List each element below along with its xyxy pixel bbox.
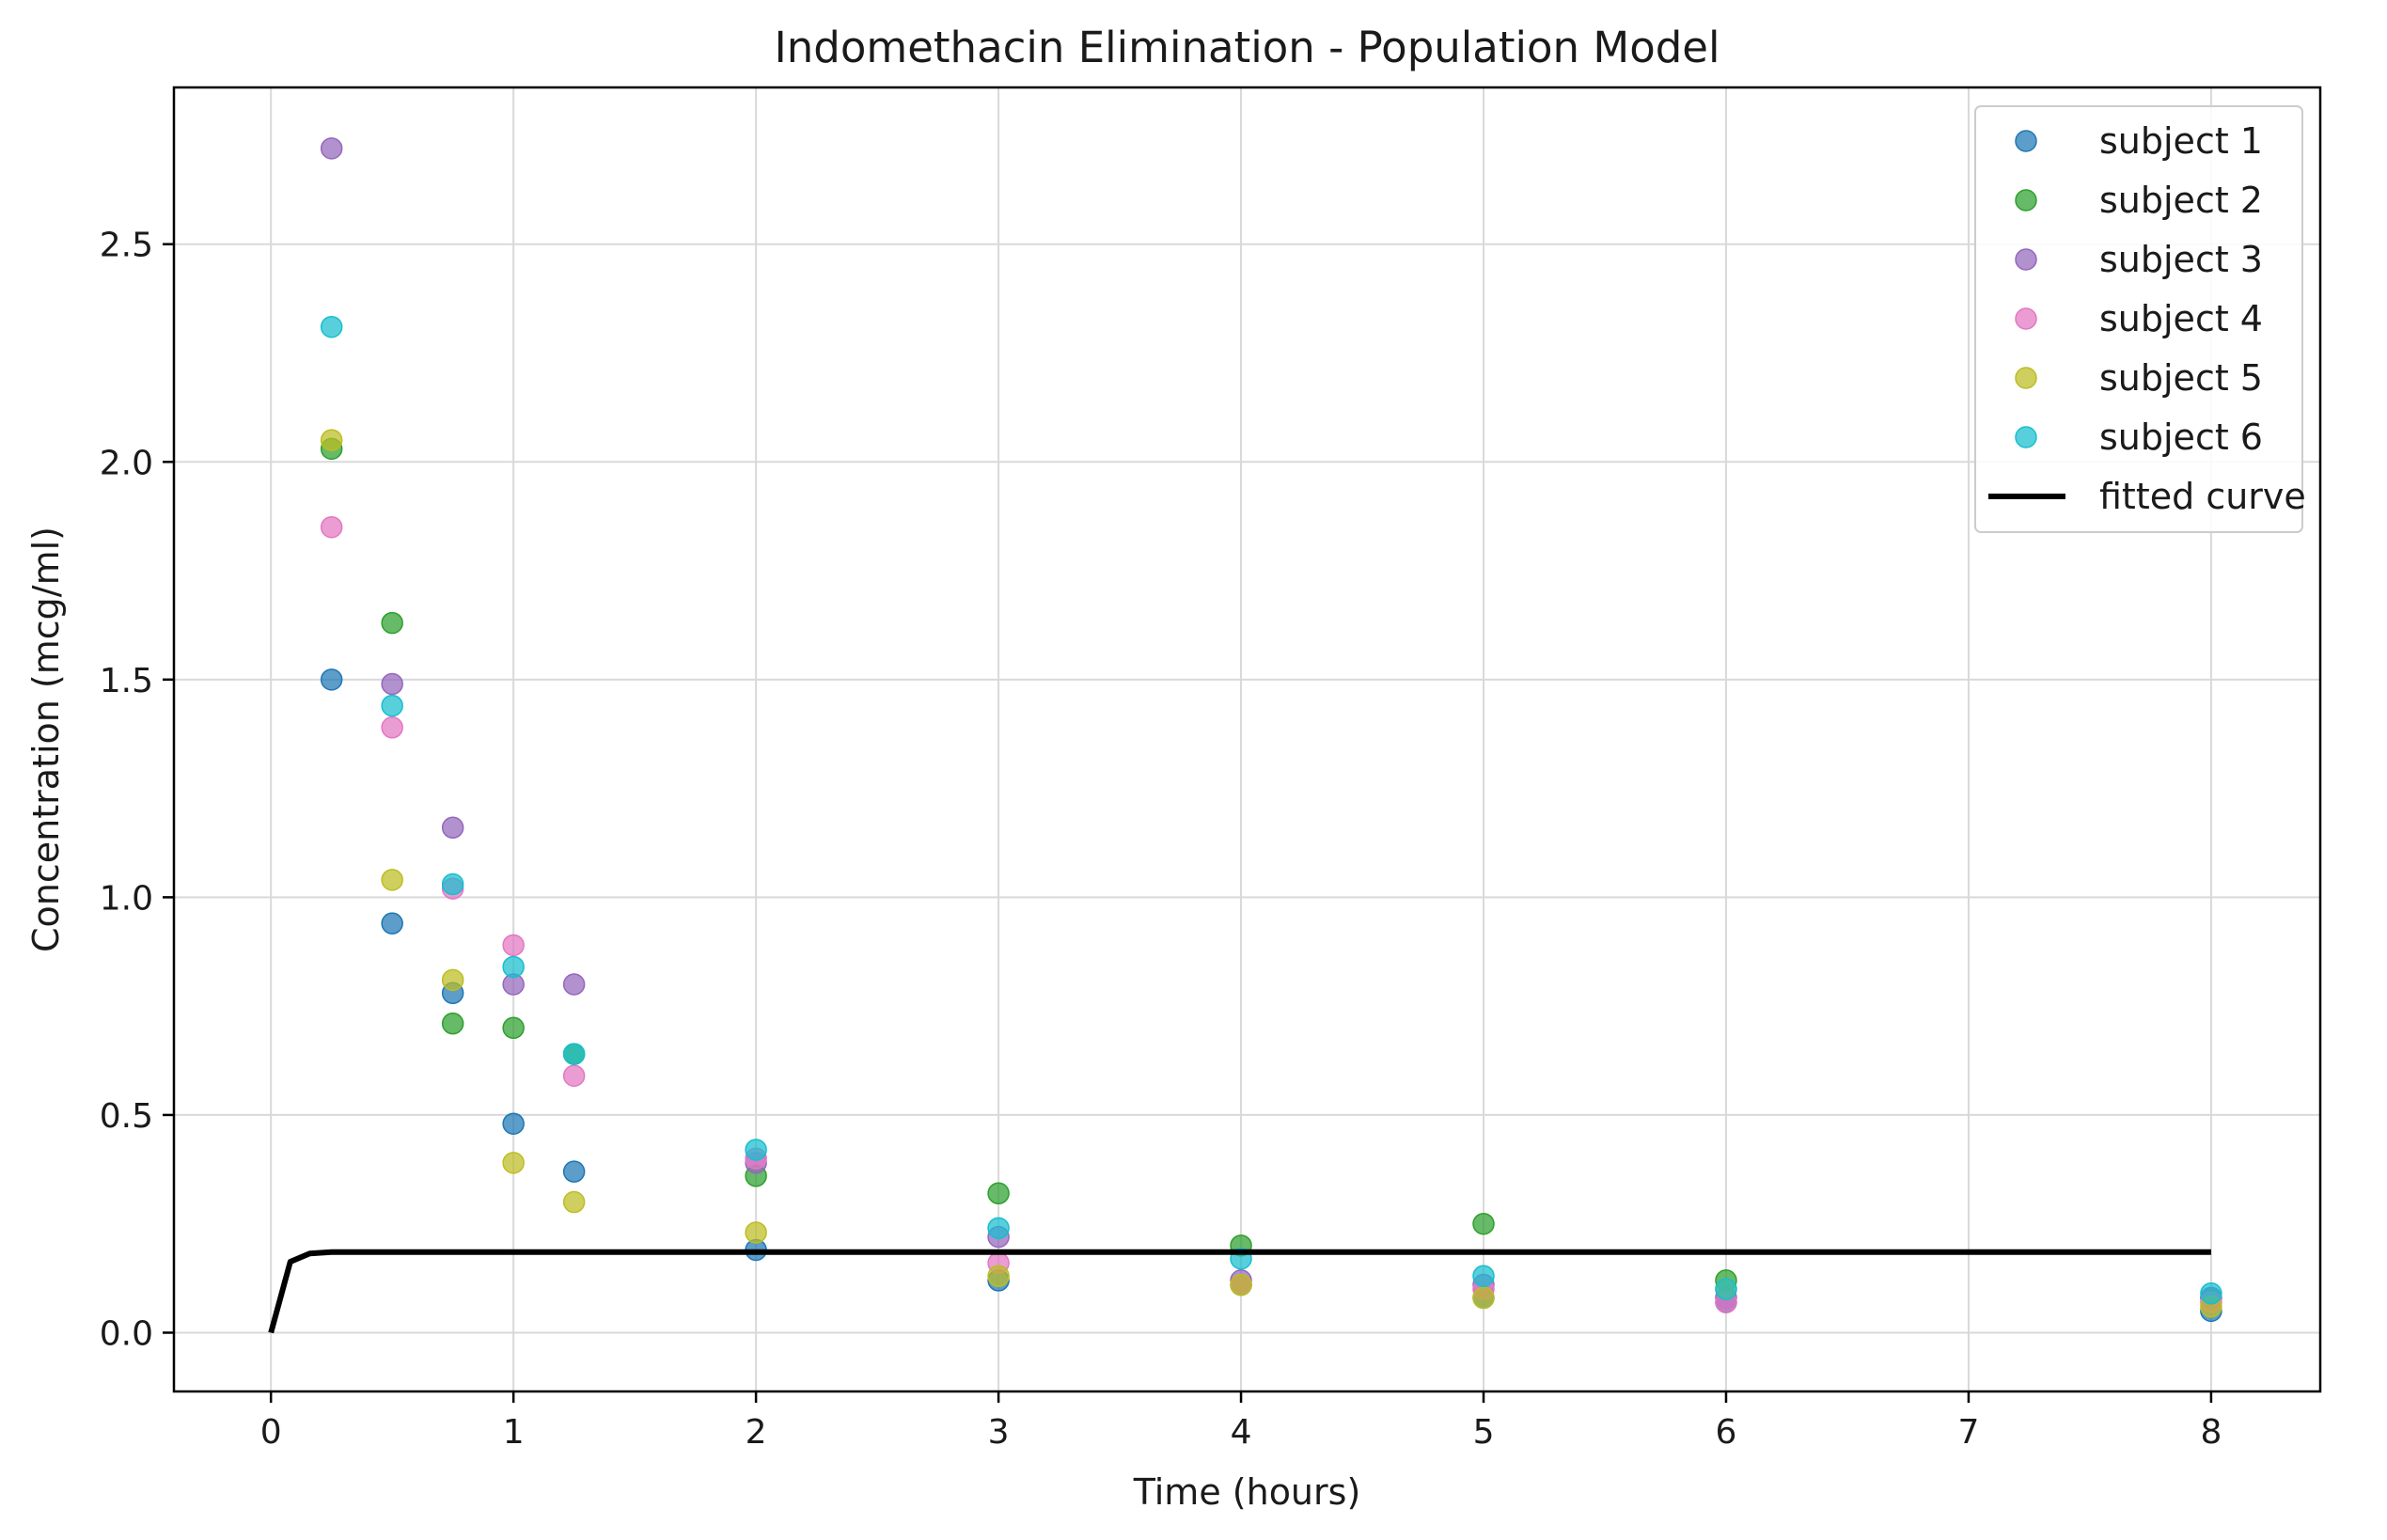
legend-box: [1974, 105, 2303, 533]
data-point-subject-5: [745, 1221, 767, 1244]
data-point-subject-2: [987, 1182, 1010, 1205]
data-point-subject-1: [381, 912, 403, 935]
data-point-subject-4: [320, 515, 343, 539]
data-point-subject-5: [320, 429, 343, 451]
x-tick-label: 6: [1716, 1413, 1737, 1452]
data-point-subject-2: [502, 1016, 525, 1040]
data-point-subject-2: [381, 611, 403, 635]
data-point-subject-6: [381, 694, 403, 717]
data-point-subject-2: [441, 1012, 464, 1035]
data-point-subject-4: [381, 716, 403, 739]
data-point-subject-4: [502, 934, 525, 957]
legend-label-subject-3: subject 3: [2099, 239, 2263, 280]
x-tick-label: 0: [260, 1413, 282, 1452]
data-point-subject-5: [1472, 1286, 1495, 1310]
y-tick-label: 2.5: [100, 227, 153, 265]
y-tick-label: 0.5: [100, 1097, 153, 1136]
data-point-subject-5: [562, 1190, 586, 1214]
y-axis-label: Concentration (mcg/ml): [25, 526, 67, 952]
legend-marker-subject-4: [2015, 307, 2037, 330]
data-point-subject-3: [562, 973, 586, 996]
legend-label-fitted-curve: fitted curve: [2099, 476, 2306, 517]
legend-label-subject-4: subject 4: [2099, 298, 2263, 339]
data-point-subject-5: [502, 1152, 525, 1174]
axis-ticks: 0 1 2 3 4 5 6 7 8 0.0 0.5 1.0 1.5 2.0 2.5: [100, 227, 2222, 1452]
legend-marker-subject-5: [2015, 367, 2037, 389]
data-point-subject-6: [745, 1139, 767, 1161]
data-point-subject-6: [987, 1217, 1010, 1240]
data-point-subject-6: [441, 872, 464, 896]
x-tick-label: 7: [1957, 1413, 1979, 1452]
data-point-subject-5: [1230, 1273, 1252, 1296]
data-point-subject-4: [562, 1064, 586, 1087]
data-point-subject-5: [381, 869, 403, 891]
data-points: [320, 137, 2222, 1323]
data-point-subject-3: [381, 672, 403, 696]
fitted-curve-layer: [268, 1249, 2211, 1334]
data-point-subject-3: [320, 137, 343, 160]
data-point-subject-1: [320, 668, 343, 691]
data-point-subject-2: [1472, 1212, 1495, 1235]
chart-title: Indomethacin Elimination - Population Mo…: [775, 23, 1720, 72]
data-point-subject-6: [2200, 1282, 2222, 1305]
legend-marker-subject-3: [2015, 248, 2037, 271]
data-point-subject-5: [441, 968, 464, 992]
data-point-subject-3: [441, 816, 464, 840]
y-tick-label: 2.0: [100, 444, 153, 482]
legend-marker-subject-6: [2015, 426, 2037, 448]
legend: subject 1 subject 2 subject 3 subject 4 subj…: [1974, 105, 2306, 533]
legend-label-subject-2: subject 2: [2099, 180, 2263, 221]
legend-label-subject-6: subject 6: [2099, 416, 2263, 458]
data-point-subject-6: [502, 955, 525, 979]
data-point-subject-6: [1472, 1265, 1495, 1288]
data-point-subject-1: [502, 1112, 525, 1135]
legend-marker-subject-2: [2015, 189, 2037, 212]
y-tick-label: 0.0: [100, 1314, 153, 1353]
x-tick-label: 5: [1473, 1413, 1495, 1452]
x-tick-label: 2: [746, 1413, 767, 1452]
x-axis-label: Time (hours): [1133, 1471, 1361, 1513]
data-point-subject-6: [320, 315, 343, 338]
data-point-subject-6: [1715, 1278, 1737, 1300]
data-point-subject-6: [562, 1043, 586, 1065]
legend-label-subject-1: subject 1: [2099, 120, 2263, 162]
x-tick-label: 4: [1231, 1413, 1252, 1452]
y-tick-label: 1.0: [100, 879, 153, 918]
fitted-curve-line: [268, 1249, 2211, 1334]
plot-frame: [172, 86, 2322, 1393]
x-tick-label: 3: [988, 1413, 1010, 1452]
x-tick-label: 8: [2200, 1413, 2222, 1452]
x-tick-label: 1: [503, 1413, 525, 1452]
legend-label-subject-5: subject 5: [2099, 357, 2263, 399]
data-point-subject-5: [987, 1265, 1010, 1288]
data-point-subject-1: [562, 1160, 586, 1183]
legend-marker-subject-1: [2015, 130, 2037, 152]
y-tick-label: 1.5: [100, 662, 153, 700]
